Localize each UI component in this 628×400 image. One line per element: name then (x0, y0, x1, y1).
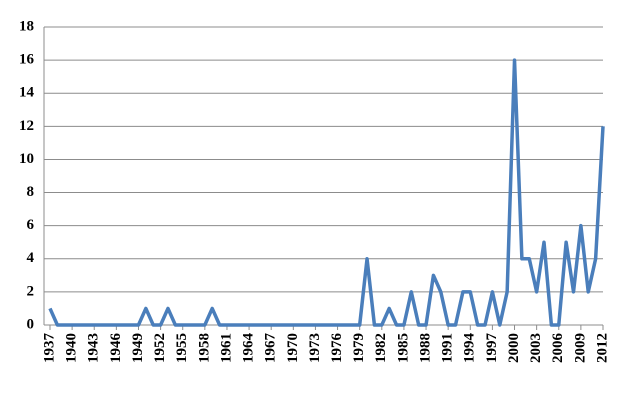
x-tick-label: 1961 (218, 333, 234, 363)
x-tick-label: 1982 (373, 333, 389, 363)
x-tick-label: 2006 (550, 333, 566, 364)
x-tick-label: 1979 (351, 333, 367, 363)
y-tick-label: 2 (27, 283, 35, 299)
x-tick-label: 1994 (462, 333, 478, 364)
y-tick-label: 10 (19, 151, 34, 167)
y-tick-label: 14 (19, 85, 35, 101)
x-tick-label: 1946 (108, 333, 124, 364)
x-tick-label: 2009 (572, 333, 588, 363)
x-tick-label: 1985 (395, 333, 411, 363)
data-line (48, 58, 605, 327)
x-tick-label: 1958 (196, 333, 212, 363)
y-tick-label: 16 (19, 52, 35, 68)
x-tick-label: 1955 (174, 333, 190, 363)
x-tick-label: 2012 (594, 333, 610, 363)
x-tick-label: 1973 (307, 333, 323, 363)
x-tick-label: 1988 (417, 333, 433, 363)
x-tick-label: 1940 (64, 333, 80, 363)
x-tick-label: 1949 (130, 333, 146, 363)
x-tick-label: 1970 (285, 333, 301, 363)
y-tick-label: 6 (27, 217, 35, 233)
x-tick-label: 1937 (41, 333, 57, 364)
x-tick-label: 2000 (506, 333, 522, 363)
x-tick-label: 1964 (241, 333, 257, 364)
y-tick-label: 4 (27, 250, 35, 266)
x-tick-label: 1991 (440, 333, 456, 363)
x-tick-label: 1952 (152, 333, 168, 363)
x-tick-label: 1943 (86, 333, 102, 363)
y-tick-label: 18 (19, 18, 34, 34)
y-tick-label: 12 (19, 118, 34, 134)
y-tick-label: 8 (27, 184, 35, 200)
x-tick-label: 1967 (263, 333, 279, 364)
x-tick-label: 1976 (329, 333, 345, 364)
y-tick-label: 0 (27, 316, 35, 332)
x-tick-label: 2003 (528, 333, 544, 363)
x-tick-label: 1997 (484, 333, 500, 364)
